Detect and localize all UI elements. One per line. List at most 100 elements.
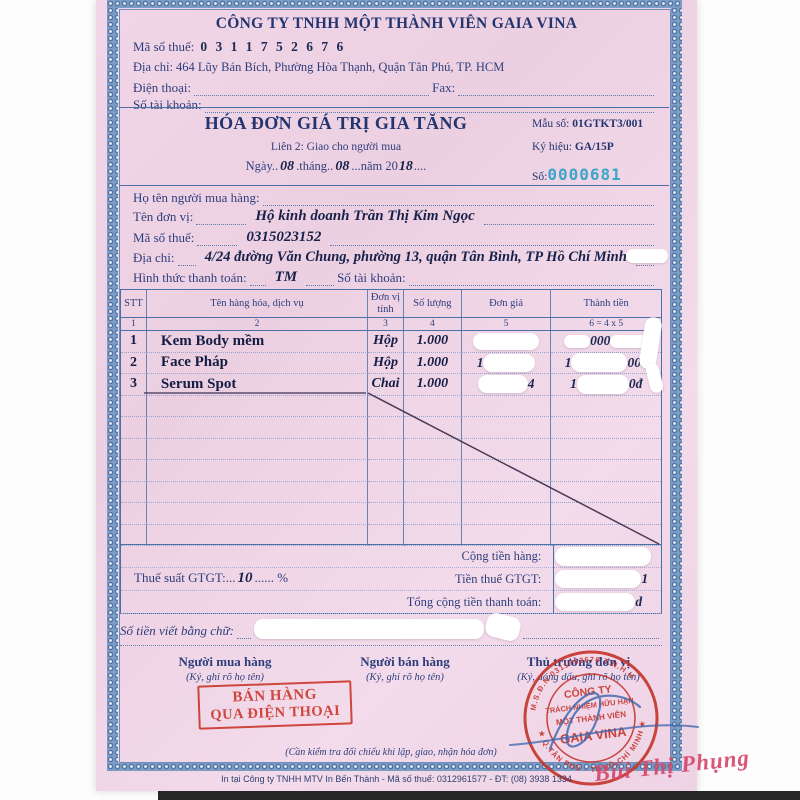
grand-total-row: Tổng cộng tiền thanh toán: d [121, 591, 661, 614]
dotted-leader [177, 252, 196, 266]
price-fragment: 4 [527, 376, 535, 392]
buyer-org-line: Tên đơn vị: Hộ kinh doanh Trần Thị Kim N… [133, 208, 657, 225]
seller-tax-line: Mã số thuế: 0 3 1 1 7 5 2 6 7 6 [133, 39, 657, 55]
symbol-value: GA/15P [574, 141, 614, 153]
date-month: 08 [335, 159, 350, 174]
index-cell: 6 = 4 x 5 [589, 319, 624, 329]
buyer-address-label: Địa chỉ: [133, 250, 175, 265]
amount-fragment: 000 [590, 333, 611, 349]
subtotal-value [551, 546, 661, 566]
tax-rate-line: Thuế suất GTGT:... 10...... % [134, 570, 288, 587]
buyer-signature-title: Người mua hàng [178, 654, 272, 669]
dotted-leader [306, 272, 335, 286]
dotted-leader [330, 232, 654, 246]
seller-signature-note: (Ký, ghi rõ họ tên) [366, 672, 444, 683]
item-name: Serum Spot [146, 374, 369, 396]
col-header-description: Tên hàng hóa, dịch vụ [147, 290, 369, 317]
payment-method-label: Hình thức thanh toán: [133, 270, 247, 285]
item-quantity: 1.000 [403, 374, 462, 396]
seller-phone-line: Điện thoại: Fax: [133, 80, 657, 96]
buyer-name-label: Họ tên người mua hàng: [133, 190, 260, 205]
grand-total-value: d [551, 593, 661, 611]
invoice-copy-line: Liên 2: Giao cho người mua [270, 141, 402, 153]
invoice-title: HÓA ĐƠN GIÁ TRỊ GIA TĂNG [204, 113, 468, 133]
whiteout-blob [555, 546, 652, 566]
item-quantity: 1.000 [403, 331, 462, 353]
serial-label: Số: [532, 171, 548, 183]
empty-table-row [121, 481, 661, 503]
empty-table-row [121, 503, 661, 525]
dotted-leader [194, 82, 430, 96]
tax-rate-label: Thuế suất GTGT: [134, 570, 226, 585]
vat-fragment: 1 [641, 571, 649, 586]
seller-tax-label: Mã số thuế: [133, 39, 195, 54]
empty-table-row [121, 395, 661, 417]
dotted-leader [196, 211, 247, 225]
seller-company-name: CÔNG TY TNHH MỘT THÀNH VIÊN GAIA VINA [215, 15, 578, 32]
empty-table-row [121, 524, 661, 546]
dotted-leader [458, 82, 654, 96]
item-unit-price: 4 [461, 374, 552, 396]
seller-address-label: Địa chỉ: [133, 60, 173, 74]
items-table: STT Tên hàng hóa, dịch vụ Đơn vị tính Số… [120, 289, 665, 546]
buyer-org-label: Tên đơn vị: [133, 209, 194, 224]
whiteout-blob [483, 611, 523, 643]
amount-in-words-label: Số tiền viết bằng chữ: [120, 623, 234, 638]
form-label: Mẫu số: [532, 118, 570, 130]
seller-signature-title: Người bán hàng [360, 654, 450, 669]
date-mid1: .tháng.. [296, 159, 334, 173]
border-ornament-left [107, 0, 118, 771]
percent-sign: % [277, 570, 289, 585]
buyer-tax-value: 0315023152 [246, 229, 322, 245]
empty-table-row [121, 438, 661, 460]
whiteout-blob [253, 619, 484, 639]
symbol-line: Ký hiệu: GA/15P [532, 136, 666, 159]
table-row: 1 Kem Body mềm Hộp 1.000 000 [121, 331, 661, 353]
totals-section: Cộng tiền hàng: Tiền thuế GTGT: 1 Tổng c… [120, 545, 662, 614]
seller-tax-code: 0 3 1 1 7 5 2 6 7 6 [200, 39, 346, 54]
buyer-account-label: Số tài khoản: [337, 270, 406, 285]
buyer-address-value: 4/24 đường Văn Chung, phường 13, quận Tâ… [204, 249, 627, 265]
seller-address-line: Địa chỉ: 464 Lũy Bán Bích, Phường Hòa Th… [133, 60, 657, 75]
date-year: 18 [398, 159, 413, 174]
col-header-unit-price: Đơn giá [462, 290, 552, 317]
item-stt: 2 [121, 352, 147, 374]
index-cell: 4 [404, 318, 462, 330]
check-note: (Cần kiểm tra đối chiếu khi lập, giao, n… [285, 747, 497, 758]
buyer-tax-label: Mã số thuế: [133, 230, 195, 245]
dotted-leader [197, 232, 238, 246]
whiteout-blob [483, 353, 536, 372]
stamp-line2: QUA ĐIỆN THOẠI [210, 702, 341, 724]
fax-label: Fax: [432, 80, 456, 95]
whiteout-blob [571, 353, 628, 373]
dotted-leader [204, 99, 654, 113]
dots-text: ...... [254, 570, 275, 585]
section-divider [119, 107, 669, 108]
amount-fragment: 1 [570, 376, 577, 392]
border-ornament-top [107, 0, 682, 8]
dotted-rule [120, 645, 662, 646]
phone-sale-stamp: BÁN HÀNG QUA ĐIỆN THOẠI [197, 680, 353, 730]
date-suffix: .... [413, 159, 427, 173]
director-signature-note: (Ký, đóng dấu, ghi rõ họ tên) [517, 672, 640, 683]
item-quantity: 1.000 [403, 352, 462, 374]
table-index-row: 1 2 3 4 5 6 = 4 x 5 [121, 318, 661, 331]
dotted-leader [408, 272, 654, 286]
col-header-quantity: Số lượng [404, 290, 462, 317]
invoice-paper: CÔNG TY TNHH MỘT THÀNH VIÊN GAIA VINA Mã… [96, 0, 751, 791]
table-header-row: STT Tên hàng hóa, dịch vụ Đơn vị tính Số… [121, 290, 661, 318]
dotted-leader [262, 192, 654, 206]
index-cell: 1 [121, 318, 147, 330]
date-day: 08 [280, 159, 295, 174]
phone-label: Điện thoại: [133, 80, 192, 95]
price-fragment: 1 [476, 354, 484, 370]
vat-value: 1 [551, 570, 661, 588]
dotted-leader [236, 625, 251, 639]
border-ornament-bottom [107, 763, 682, 771]
item-unit-price: 1 [461, 352, 552, 374]
signature-section: Người mua hàng (Ký, ghi rõ họ tên) Người… [120, 649, 699, 786]
date-prefix: Ngày.. [245, 159, 279, 173]
subtotal-row: Cộng tiền hàng: [121, 545, 661, 568]
item-unit: Hộp [368, 352, 404, 374]
